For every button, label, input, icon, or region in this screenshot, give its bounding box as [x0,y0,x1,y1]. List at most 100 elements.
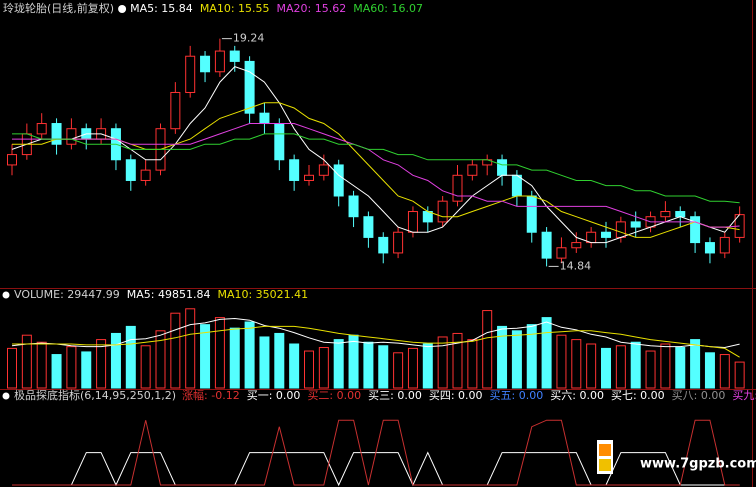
volume-bar [140,345,151,389]
series-line [12,325,740,358]
volume-bar [363,341,374,389]
series-line [12,102,740,238]
volume-bar [660,343,671,389]
candle-body [660,211,671,218]
chart-title: 玲珑轮胎(日线,前复权) [3,1,114,15]
volume-bar [259,336,270,389]
legend-label: MA10: 35021.41 [217,288,308,301]
candle-body [541,231,552,259]
indicator-title: 极品探底指标(6,14,95,250,1,2) [14,388,176,402]
volume-bar [185,308,196,389]
legend-label: MA20: 15.62 [277,2,347,15]
volume-bar [348,334,359,389]
volume-bar [110,332,121,389]
volume-bar [615,345,626,389]
volume-bar [36,341,47,389]
candle-body [630,221,641,228]
candle-body [526,195,537,233]
volume-bar [526,324,537,389]
candle-body [615,221,626,238]
candle-body [690,216,701,244]
legend-label: 涨幅: -0.12 [182,389,240,402]
candle-body [719,236,730,254]
volume-bar [734,361,745,389]
volume-bar [511,330,522,389]
logo-mark [599,444,611,456]
watermark-logo [597,440,613,474]
volume-bar [318,347,329,389]
volume-bar [467,339,478,389]
volume-bar [393,352,404,389]
legend-icon [118,5,127,13]
candle-body [497,159,508,176]
volume-bar [407,347,418,389]
candle-body [289,159,300,181]
annotation: 19.24 [233,32,265,45]
volume-bar [541,317,552,389]
candle-body [467,164,478,176]
volume-bar [571,339,582,389]
candle-body [185,55,196,93]
legend-label: MA5: 49851.84 [127,288,211,301]
volume-bar [645,350,656,389]
volume-bar [304,350,314,389]
candle-body [378,236,389,254]
legend-label: 买五: 0.00 [490,389,544,402]
legend-label: VOLUME: 29447.99 [14,288,120,301]
volume-bar [21,334,32,389]
candle-body [274,123,285,161]
candle-body [304,174,314,181]
watermark: www.7gpzb.com [640,457,756,472]
candle-body [363,216,374,238]
volume-bar [497,325,508,389]
legend-label: 买六: 0.00 [550,389,604,402]
volume-bar [96,339,107,389]
series-line [11,66,740,244]
volume-bar [704,352,715,389]
volume-bar [690,339,701,389]
candle-body [704,242,715,254]
candle-body [437,200,448,223]
volume-bar [214,317,225,389]
candle-body [229,50,240,62]
volume-bar [630,341,641,389]
volume-bar [81,351,92,389]
candle-body [259,112,270,125]
legend-label: 买四: 0.00 [429,389,483,402]
candle-body [140,169,151,181]
volume-bar [155,330,166,389]
volume-bar [274,332,285,389]
candle-body [244,60,255,114]
volume-bar [51,354,62,389]
volume-bar [333,339,344,389]
candle-body [36,123,47,135]
candle-body [318,164,329,176]
candle-body [214,50,225,73]
volume-bar [244,321,255,389]
legend-label: MA60: 16.07 [353,2,423,15]
candle-body [511,174,522,197]
series-line [11,317,740,349]
legend-label: MA5: 15.84 [130,2,193,15]
logo-mark [599,459,611,471]
candle-body [393,231,404,254]
volume-bar [482,310,493,389]
series-line [12,123,740,228]
candle-body [601,231,611,238]
candle-body [200,55,211,73]
volume-bar [66,346,77,389]
series-line [12,133,740,204]
legend-label: 买七: 0.00 [611,389,665,402]
candle-body [348,195,359,218]
volume-bar [586,343,597,389]
candle-body [66,128,77,145]
volume-bar [170,312,181,389]
legend-label: 买二: 0.00 [307,389,361,402]
candle-body [452,174,463,202]
volume-bar [229,327,240,389]
series-line [12,419,740,486]
candle-body [7,154,17,166]
